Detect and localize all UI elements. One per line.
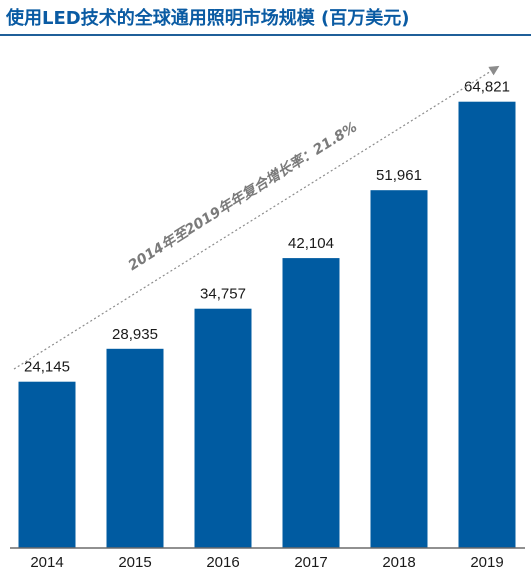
x-tick-2019: 2019 [470, 554, 503, 571]
x-tick-2015: 2015 [118, 554, 151, 571]
bar-2018 [370, 190, 428, 548]
x-tick-labels-layer: 2014 2015 2016 2017 2018 2019 [30, 554, 503, 571]
growth-trend-arrow [13, 65, 500, 370]
bar-2015 [106, 348, 164, 548]
value-label-2016: 34,757 [200, 286, 246, 303]
value-label-2015: 28,935 [112, 326, 158, 343]
bar-2017 [282, 258, 340, 548]
x-tick-2017: 2017 [294, 554, 327, 571]
chart-title: 使用LED技术的全球通用照明市场规模 (百万美元) [6, 8, 410, 29]
value-labels-layer: 24,145 28,935 34,757 42,104 51,961 64,821 [24, 79, 510, 376]
x-tick-2016: 2016 [206, 554, 239, 571]
bar-2016 [194, 308, 252, 548]
bar-2014 [18, 381, 76, 548]
bar-2019 [458, 101, 516, 548]
bars-layer [18, 101, 516, 548]
value-label-2019: 64,821 [464, 79, 510, 96]
value-label-2014: 24,145 [24, 359, 70, 376]
value-label-2017: 42,104 [288, 235, 334, 252]
x-tick-2018: 2018 [382, 554, 415, 571]
x-tick-2014: 2014 [30, 554, 63, 571]
title-underline [0, 34, 531, 36]
value-label-2018: 51,961 [376, 167, 422, 184]
